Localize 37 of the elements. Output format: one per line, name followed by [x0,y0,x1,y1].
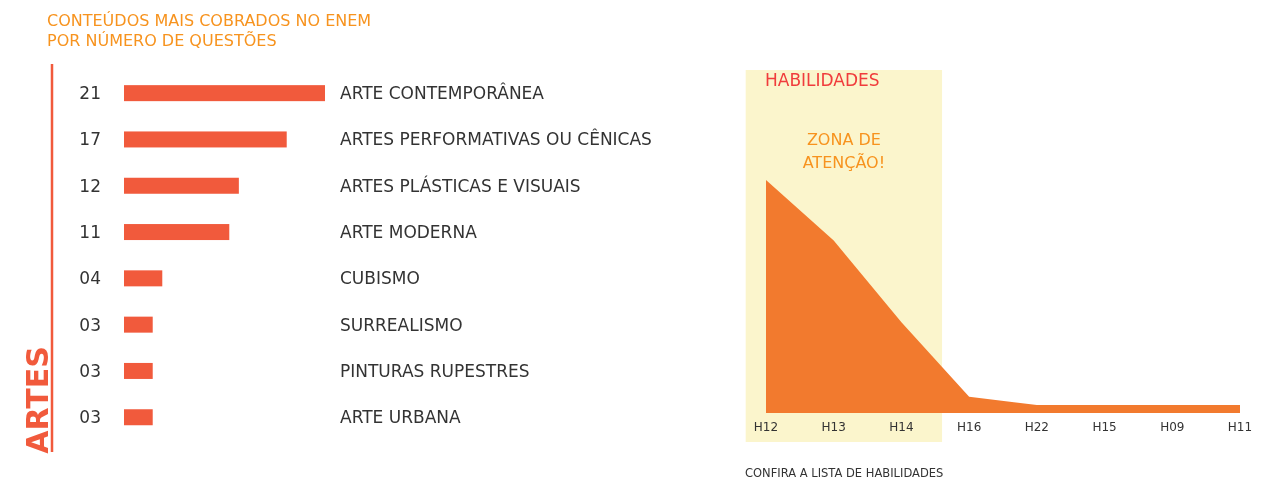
x-tick-label: H11 [1227,420,1253,434]
data-label: 12 [79,175,101,196]
y-tick-label: ARTES PLÁSTICAS E VISUAIS [340,174,581,196]
data-label: 03 [79,314,101,335]
data-label: 17 [79,129,101,150]
bar [124,177,239,194]
y-tick-label: CUBISMO [340,268,420,289]
bar [124,316,153,333]
x-tick-label: H22 [1024,420,1050,434]
text: CONFIRA A LISTA DE HABILIDADES [745,466,944,479]
y-tick-label: ARTE URBANA [340,407,461,428]
chart-title: CONTEÚDOS MAIS COBRADOS NO ENEM POR NÚMERO DE QUESTÕES [47,11,372,50]
y-tick-label: ARTES PERFORMATIVAS OU CÊNICAS [340,128,652,150]
bar [124,224,230,241]
data-label: 11 [79,222,101,243]
chart-title: HABILIDADES [765,70,880,90]
x-tick-label: H14 [889,420,914,434]
band-label: ZONA DE ATENÇÃO! [802,130,886,172]
data-label: 04 [79,268,101,289]
bar [124,85,325,102]
data-label: 03 [79,407,101,428]
data-label: 21 [79,83,101,104]
y-tick-label: SURREALISMO [340,314,463,335]
x-tick-label: H09 [1160,420,1185,434]
bar [124,131,287,148]
y-tick-label: PINTURAS RUPESTRES [340,360,530,381]
x-tick-label: H13 [821,420,846,434]
data-label: 03 [79,360,101,381]
bar [124,270,163,287]
bar [124,409,153,426]
x-tick-label: H16 [956,420,982,434]
x-tick-label: H15 [1092,420,1117,434]
y-axis-title: ARTES [20,346,55,454]
y-tick-label: ARTE MODERNA [340,222,478,243]
y-tick-label: ARTE CONTEMPORÂNEA [340,82,545,104]
x-tick-label: H12 [753,420,779,434]
bar [124,362,153,379]
